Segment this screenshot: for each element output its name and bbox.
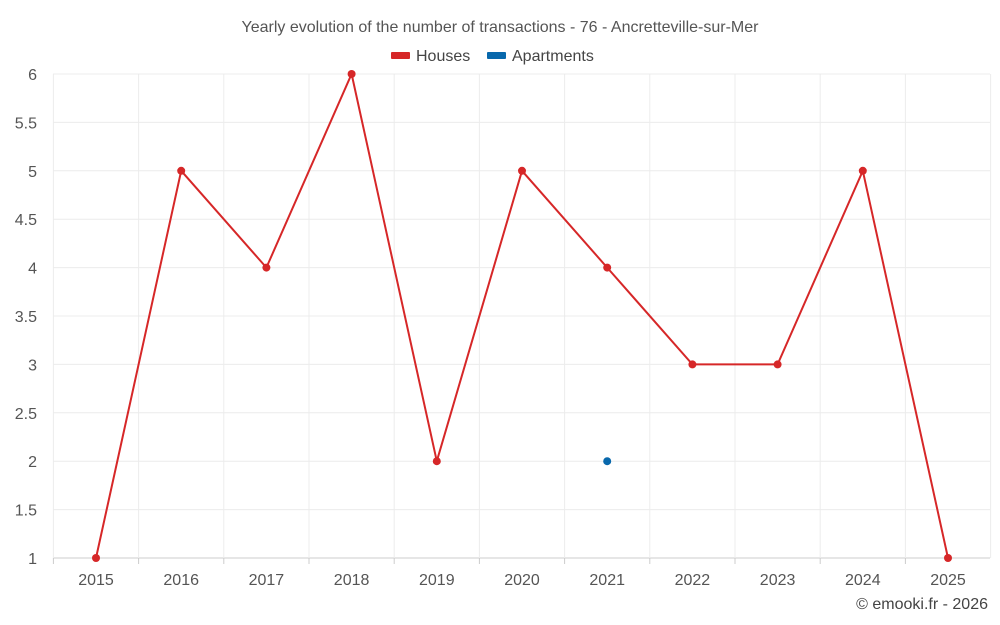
- data-point-houses[interactable]: [688, 360, 697, 369]
- x-tick-label: 2017: [249, 572, 285, 589]
- x-tick-label: 2020: [504, 572, 540, 589]
- x-tick-label: 2023: [760, 572, 796, 589]
- data-point-houses[interactable]: [518, 166, 526, 175]
- legend: Houses Apartments: [391, 48, 594, 65]
- data-point-houses[interactable]: [347, 70, 356, 78]
- data-point-houses[interactable]: [944, 554, 952, 562]
- legend-swatch-apartments: [487, 52, 506, 59]
- x-axis: 2015 2016 2017 2018 2019 2020 2021 2022 2023 2024…: [52, 558, 966, 589]
- legend-label-houses: Houses: [416, 48, 470, 65]
- series-layer: [92, 70, 952, 562]
- y-tick-label: 2: [28, 454, 37, 471]
- legend-item-apartments[interactable]: Apartments: [487, 48, 594, 65]
- x-tick-label: 2024: [845, 572, 881, 589]
- x-tick-label: 2015: [78, 572, 114, 589]
- x-tick-label: 2018: [334, 572, 370, 589]
- y-tick-label: 4: [28, 261, 37, 278]
- y-tick-label: 1.5: [15, 503, 37, 520]
- x-tick-label: 2025: [930, 572, 966, 589]
- data-point-houses[interactable]: [432, 457, 441, 466]
- y-tick-label: 1: [28, 551, 37, 568]
- data-point-apartments[interactable]: [603, 457, 612, 466]
- data-point-houses[interactable]: [858, 166, 867, 175]
- chart-title: Yearly evolution of the number of transa…: [242, 19, 760, 36]
- data-point-houses[interactable]: [262, 263, 271, 272]
- y-tick-label: 4.5: [15, 212, 37, 229]
- data-point-houses[interactable]: [603, 263, 612, 272]
- y-axis: 1 1.5 2 2.5 3 3.5 4 4.5 5 5.5 6: [15, 67, 37, 568]
- x-tick-label: 2021: [589, 572, 625, 589]
- y-tick-label: 3: [28, 357, 37, 374]
- y-tick-label: 3.5: [15, 309, 37, 326]
- legend-label-apartments: Apartments: [512, 48, 594, 65]
- legend-swatch-houses: [391, 52, 410, 59]
- x-tick-label: 2019: [419, 572, 455, 589]
- y-tick-label: 6: [28, 67, 37, 84]
- data-point-houses[interactable]: [92, 554, 100, 562]
- y-tick-label: 2.5: [15, 406, 37, 423]
- y-tick-label: 5: [28, 164, 37, 181]
- data-point-houses[interactable]: [773, 360, 782, 369]
- copyright-text: © emooki.fr - 2026: [856, 596, 988, 613]
- x-tick-label: 2022: [675, 572, 711, 589]
- data-point-houses[interactable]: [177, 166, 186, 175]
- gridlines: [52, 73, 992, 559]
- y-tick-label: 5.5: [15, 115, 37, 132]
- legend-item-houses[interactable]: Houses: [391, 48, 470, 65]
- x-tick-label: 2016: [163, 572, 199, 589]
